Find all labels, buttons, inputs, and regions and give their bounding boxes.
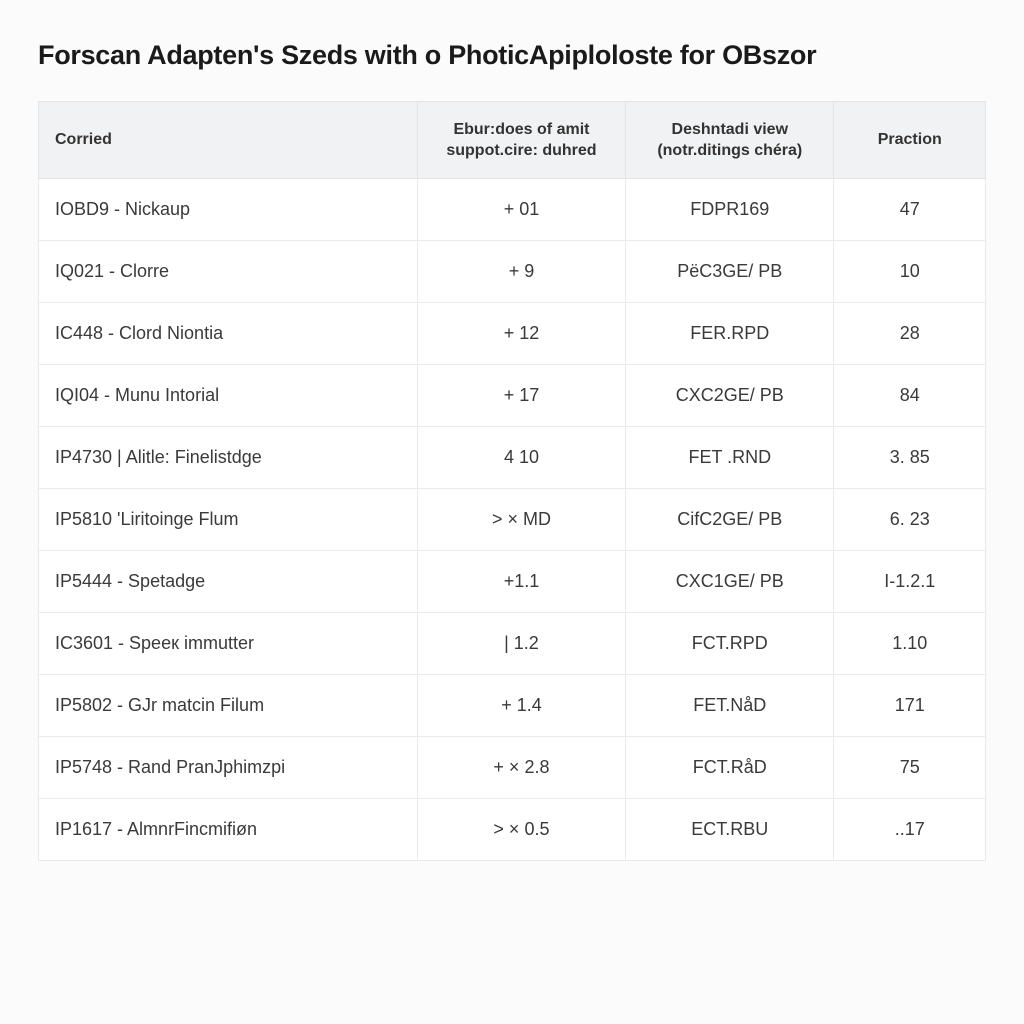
table-row: IQ021 - Clorre + 9 PëC3GE/ PB 10 <box>39 240 986 302</box>
cell-value: +1.1 <box>417 550 625 612</box>
cell-praction: 3. 85 <box>834 426 986 488</box>
table-row: IP4730 | Alitle: Finelistdge 4 10 FET .R… <box>39 426 986 488</box>
column-header-label-line1: Deshntadi view <box>672 121 788 138</box>
table-row: IP5810 'Liritoinge Flum > × MD CifC2GE/ … <box>39 488 986 550</box>
table-row: IP1617 - AlmnrFincmifiøn > × 0.5 ECT.RBU… <box>39 798 986 860</box>
data-table-container: Corried Ebur:does of amit suppot.cire: d… <box>38 101 986 861</box>
cell-name: IP4730 | Alitle: Finelistdge <box>39 426 418 488</box>
cell-code: FET.NåD <box>626 674 834 736</box>
cell-praction: 75 <box>834 736 986 798</box>
table-header-row: Corried Ebur:does of amit suppot.cire: d… <box>39 102 986 179</box>
cell-code: FCT.RPD <box>626 612 834 674</box>
cell-code: FDPR169 <box>626 178 834 240</box>
cell-name: IP5444 - Spetadge <box>39 550 418 612</box>
cell-name: IP5810 'Liritoinge Flum <box>39 488 418 550</box>
cell-name: IP5748 - Rand PranJphimzpi <box>39 736 418 798</box>
table-row: IC3601 - Speeк immutter | 1.2 FCT.RPD 1.… <box>39 612 986 674</box>
page-title: Forscan Adapten's Szeds with o PhoticApi… <box>38 40 986 71</box>
column-header-label-line2: suppot.cire: duhred <box>446 142 596 159</box>
table-row: IP5748 - Rand PranJphimzpi + × 2.8 FCT.R… <box>39 736 986 798</box>
cell-code: CifC2GE/ PB <box>626 488 834 550</box>
cell-code: CXC1GE/ PB <box>626 550 834 612</box>
cell-code: PëC3GE/ PB <box>626 240 834 302</box>
column-header-deshntadi: Deshntadi view (notr.ditings chéra) <box>626 102 834 179</box>
cell-value: 4 10 <box>417 426 625 488</box>
table-row: IP5444 - Spetadge +1.1 CXC1GE/ PB I-1.2.… <box>39 550 986 612</box>
cell-value: + 12 <box>417 302 625 364</box>
data-table: Corried Ebur:does of amit suppot.cire: d… <box>38 101 986 861</box>
cell-name: IQI04 - Munu Intorial <box>39 364 418 426</box>
cell-value: > × 0.5 <box>417 798 625 860</box>
cell-code: ECT.RBU <box>626 798 834 860</box>
cell-name: IP5802 - GJr matcin Filum <box>39 674 418 736</box>
cell-name: IC448 - Clord Niontia <box>39 302 418 364</box>
table-body: IOBD9 - Nickaup + 01 FDPR169 47 IQ021 - … <box>39 178 986 860</box>
cell-name: IC3601 - Speeк immutter <box>39 612 418 674</box>
table-row: IC448 - Clord Niontia + 12 FER.RPD 28 <box>39 302 986 364</box>
cell-name: IP1617 - AlmnrFincmifiøn <box>39 798 418 860</box>
cell-praction: I-1.2.1 <box>834 550 986 612</box>
cell-praction: 6. 23 <box>834 488 986 550</box>
cell-name: IQ021 - Clorre <box>39 240 418 302</box>
cell-value: + × 2.8 <box>417 736 625 798</box>
cell-praction: 10 <box>834 240 986 302</box>
column-header-ebur: Ebur:does of amit suppot.cire: duhred <box>417 102 625 179</box>
column-header-label: Praction <box>878 131 942 148</box>
cell-value: | 1.2 <box>417 612 625 674</box>
column-header-label-line1: Ebur:does of amit <box>453 121 589 138</box>
table-row: IOBD9 - Nickaup + 01 FDPR169 47 <box>39 178 986 240</box>
column-header-label: Corried <box>55 131 112 148</box>
cell-praction: 171 <box>834 674 986 736</box>
cell-value: + 9 <box>417 240 625 302</box>
cell-code: FER.RPD <box>626 302 834 364</box>
cell-praction: ..17 <box>834 798 986 860</box>
cell-value: > × MD <box>417 488 625 550</box>
column-header-label-line2: (notr.ditings chéra) <box>657 142 802 159</box>
cell-praction: 28 <box>834 302 986 364</box>
cell-value: + 01 <box>417 178 625 240</box>
cell-code: FCT.RåD <box>626 736 834 798</box>
table-row: IP5802 - GJr matcin Filum + 1.4 FET.NåD … <box>39 674 986 736</box>
cell-code: FET .RND <box>626 426 834 488</box>
cell-praction: 47 <box>834 178 986 240</box>
column-header-praction: Praction <box>834 102 986 179</box>
cell-value: + 17 <box>417 364 625 426</box>
cell-praction: 1.10 <box>834 612 986 674</box>
cell-name: IOBD9 - Nickaup <box>39 178 418 240</box>
cell-praction: 84 <box>834 364 986 426</box>
table-row: IQI04 - Munu Intorial + 17 CXC2GE/ PB 84 <box>39 364 986 426</box>
cell-code: CXC2GE/ PB <box>626 364 834 426</box>
column-header-corried: Corried <box>39 102 418 179</box>
cell-value: + 1.4 <box>417 674 625 736</box>
